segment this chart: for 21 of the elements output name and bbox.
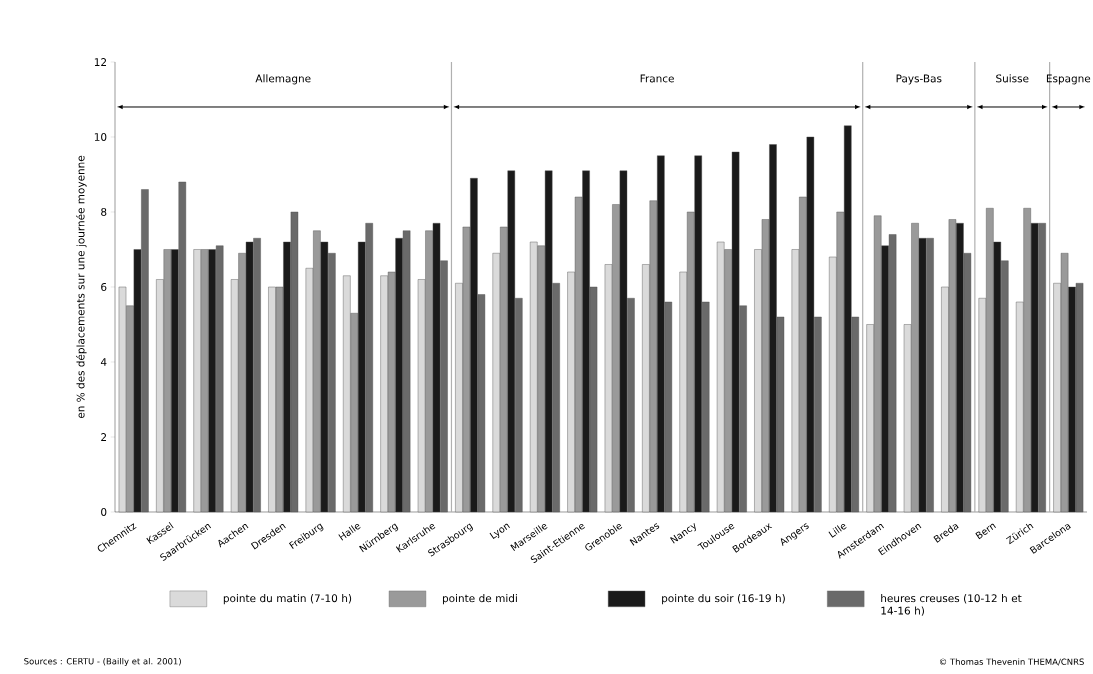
legend-label: pointe du matin (7-10 h) — [223, 594, 352, 605]
legend-label: pointe du soir (16-19 h) — [662, 594, 785, 605]
y-tick-label: 6 — [101, 283, 107, 291]
y-axis-title: en % des déplacements sur une journée moyenne — [76, 155, 87, 419]
y-tick-label: 12 — [94, 58, 107, 66]
x-tick-label: Bern — [975, 523, 996, 540]
legend-label: heures creuses (10-12 h et 14-16 h) — [881, 594, 1022, 616]
annotation: Pays-Bas — [896, 74, 942, 85]
annotation: Allemagne — [255, 74, 311, 85]
y-tick-label: 2 — [101, 433, 107, 441]
y-tick-label: 8 — [101, 208, 107, 216]
y-tick-label: 4 — [100, 358, 107, 366]
annotation: Espagne — [1046, 74, 1091, 85]
x-tick-label: Lyon — [489, 523, 510, 540]
y-tick-label: 0 — [101, 508, 107, 516]
annotation: Suisse — [996, 74, 1029, 83]
source-note: Sources : CERTU - (Bailly et al. 2001) — [24, 657, 181, 667]
annotation: France — [640, 74, 674, 83]
y-tick-label: 10 — [94, 133, 107, 141]
text: © Thomas Thevenin THEMA/CNRS — [939, 658, 1084, 666]
legend-label: pointe de midi — [442, 594, 517, 605]
